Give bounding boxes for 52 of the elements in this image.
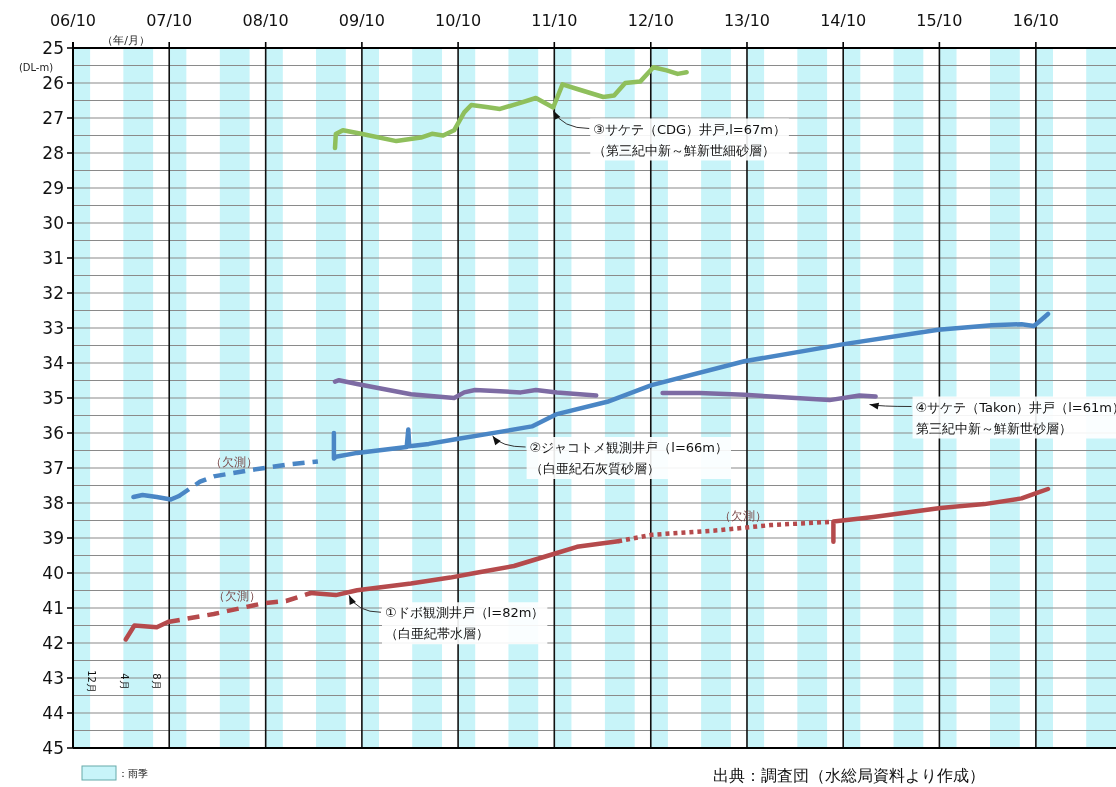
x-tick-label: 13/10 [723,11,771,30]
legend-label: ：雨季 [118,768,148,779]
y-tick-label: 31 [42,248,64,268]
y-tick-label: 32 [42,283,64,303]
line-series [660,390,878,403]
y-tick-label: 33 [42,318,64,338]
source-note: 出典：調査団（水総局資料より作成） [713,766,985,785]
y-tick-label: 36 [42,423,64,443]
y-tick-label: 29 [42,178,64,198]
annotation: （欠測） [213,589,262,603]
annotation: ①ドボ観測井戸（l=82m） [384,605,545,621]
annotation: （第三紀中新～鮮新世細砂層） [593,142,776,158]
y-tick-label: 34 [42,353,64,373]
x-tick-label: 07/10 [146,11,193,30]
annotation: 8月 [150,673,162,690]
x-tick-label: 06/10 [49,11,97,30]
y-tick-label: 40 [42,563,64,583]
annotation: ④サケテ（Takon）井戸（l=61m） [915,399,1116,415]
y-tick-label: 44 [42,703,64,723]
x-tick-label: 12/10 [627,11,674,30]
y-tick-label: 35 [42,388,64,408]
x-axis-title: （年/月） [102,34,150,47]
y-tick-label: 30 [42,213,64,233]
y-tick-label: 26 [42,73,64,93]
x-tick-label: 16/10 [1012,11,1059,30]
x-tick-label: 09/10 [338,11,385,30]
annotation: ③サケテ（CDG）井戸,l=67m） [593,121,786,137]
y-tick-label: 43 [42,668,64,688]
x-tick-label: 08/10 [242,11,289,30]
y-tick-label: 39 [42,528,64,548]
y-tick-label: 45 [42,738,64,758]
y-axis-title: (DL-m) [18,62,54,73]
annotation: 4月 [118,673,130,690]
y-tick-label: 25 [42,38,64,58]
line-series [332,377,599,401]
y-tick-label: 41 [42,598,64,618]
x-tick-label: 11/10 [531,11,578,30]
y-tick-label: 28 [42,143,64,163]
annotation: （白亜紀石灰質砂層） [529,461,660,476]
x-tick-label: 14/10 [820,11,867,30]
annotation: （欠測） [210,454,259,469]
y-tick-label: 42 [42,633,64,653]
x-tick-label: 15/10 [916,11,963,30]
y-tick-label: 38 [42,493,64,513]
line-series [831,486,1051,545]
annotation: ②ジャコトメ観測井戸（l=66m） [529,440,728,455]
y-tick-label: 27 [42,108,64,128]
x-tick-label: 10/10 [435,11,482,30]
annotation: 12月 [85,670,97,693]
annotation: （白亜紀帯水層） [384,626,489,642]
annotation: 第三紀中新～鮮新世砂層） [915,420,1072,436]
y-tick-label: 37 [42,458,64,478]
